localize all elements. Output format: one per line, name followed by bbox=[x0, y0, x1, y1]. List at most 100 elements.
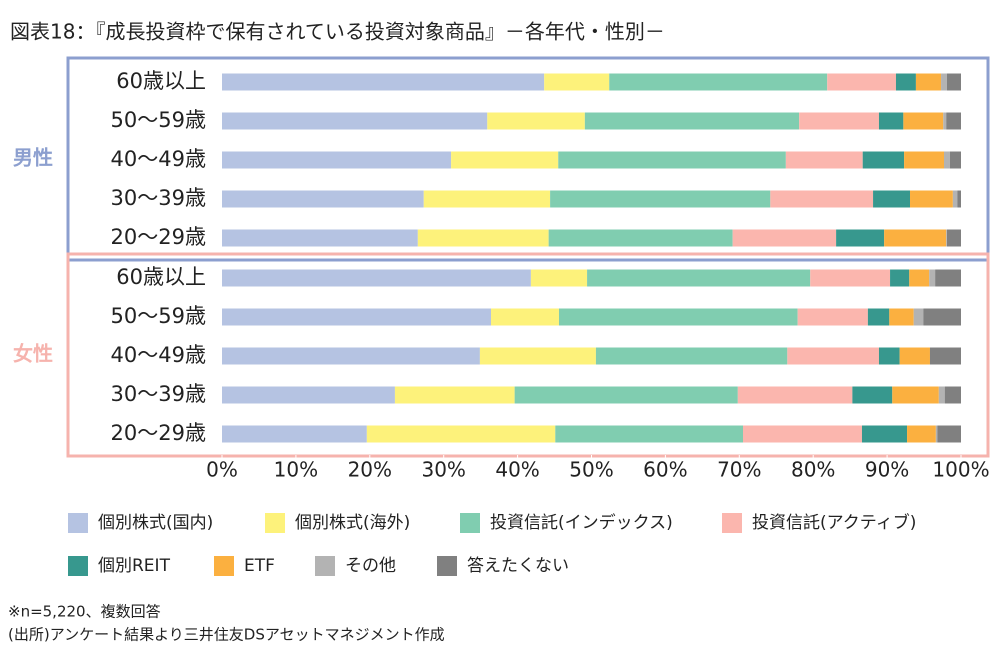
x-tick-label: 100% bbox=[932, 458, 989, 482]
bar-segment bbox=[909, 269, 930, 287]
bar-segment bbox=[852, 386, 893, 404]
legend-swatch bbox=[722, 513, 742, 533]
bar-segment bbox=[910, 190, 953, 208]
bar-segment bbox=[904, 151, 945, 169]
bar-segment bbox=[895, 73, 916, 91]
bar-segment bbox=[941, 73, 947, 91]
bar-segment bbox=[785, 151, 863, 169]
bar-segment bbox=[836, 229, 885, 247]
bar-segment bbox=[417, 229, 549, 247]
bar-segment bbox=[862, 151, 905, 169]
legend-swatch bbox=[68, 556, 88, 576]
bar-segment bbox=[913, 308, 924, 326]
bar-segment bbox=[770, 190, 874, 208]
group-box bbox=[66, 252, 990, 458]
bar-segment bbox=[943, 112, 947, 130]
bar-segment bbox=[222, 112, 488, 130]
bar-segment bbox=[878, 112, 904, 130]
bar-segment bbox=[742, 425, 862, 443]
legend-label: 個別株式(国内) bbox=[98, 513, 213, 533]
category-label: 40～49歳 bbox=[111, 343, 206, 367]
bar-segment bbox=[903, 112, 944, 130]
category-label: 30～39歳 bbox=[111, 382, 206, 406]
x-tick-label: 70% bbox=[717, 458, 761, 482]
bar-segment bbox=[944, 151, 950, 169]
category-label: 50～59歳 bbox=[111, 304, 206, 328]
legend-label: 個別REIT bbox=[98, 556, 171, 576]
x-tick-label: 40% bbox=[495, 458, 539, 482]
note: (出所)アンケート結果より三井住友DSアセットマネジメント作成 bbox=[8, 626, 445, 644]
legend-label: その他 bbox=[345, 556, 396, 576]
bar-segment bbox=[878, 347, 900, 365]
bar-segment bbox=[366, 425, 556, 443]
category-label: 50～59歳 bbox=[111, 108, 206, 132]
legend-swatch bbox=[214, 556, 234, 576]
bar-segment bbox=[944, 386, 961, 404]
bar-segment bbox=[544, 73, 610, 91]
bar-segment bbox=[890, 269, 910, 287]
bar-segment bbox=[222, 269, 531, 287]
bar-segment bbox=[555, 425, 743, 443]
bar-segment bbox=[929, 347, 961, 365]
legend-swatch bbox=[265, 513, 285, 533]
bar-segment bbox=[946, 73, 961, 91]
bar-segment bbox=[222, 308, 491, 326]
bar-segment bbox=[584, 112, 800, 130]
category-label: 20～29歳 bbox=[111, 421, 206, 445]
legend-label: 投資信託(アクティブ) bbox=[752, 512, 916, 533]
legend-swatch bbox=[460, 513, 480, 533]
bar-segment bbox=[889, 308, 914, 326]
bar-segment bbox=[884, 229, 947, 247]
bar-segment bbox=[394, 386, 515, 404]
legend-swatch bbox=[68, 513, 88, 533]
bar-segment bbox=[867, 308, 890, 326]
x-tick-label: 10% bbox=[274, 458, 318, 482]
bar-segment bbox=[799, 112, 879, 130]
bar-segment bbox=[937, 425, 961, 443]
bar-segment bbox=[915, 73, 942, 91]
x-tick-label: 90% bbox=[865, 458, 909, 482]
group-label: 女性 bbox=[13, 342, 53, 366]
bar-segment bbox=[732, 229, 837, 247]
bar-segment bbox=[946, 229, 961, 247]
bar-segment bbox=[609, 73, 828, 91]
bar-segment bbox=[222, 151, 452, 169]
bar-segment bbox=[907, 425, 936, 443]
bar-segment bbox=[222, 190, 424, 208]
bar-segment bbox=[222, 425, 367, 443]
note: ※n=5,220、複数回答 bbox=[8, 603, 161, 621]
bar-segment bbox=[548, 229, 733, 247]
bar-segment bbox=[423, 190, 551, 208]
group-label: 男性 bbox=[13, 146, 53, 170]
x-tick-label: 50% bbox=[569, 458, 613, 482]
x-tick-label: 30% bbox=[421, 458, 465, 482]
category-label: 20～29歳 bbox=[111, 225, 206, 249]
bar-segment bbox=[952, 190, 958, 208]
bar-segment bbox=[923, 308, 961, 326]
bar-segment bbox=[587, 269, 811, 287]
bar-segment bbox=[222, 347, 480, 365]
bar-segment bbox=[222, 229, 418, 247]
x-tick-label: 20% bbox=[348, 458, 392, 482]
bar-segment bbox=[946, 229, 947, 247]
bar-segment bbox=[451, 151, 559, 169]
bar-segment bbox=[935, 269, 961, 287]
bar-segment bbox=[929, 269, 936, 287]
x-tick-label: 80% bbox=[791, 458, 835, 482]
legend-label: ETF bbox=[244, 556, 275, 576]
bar-segment bbox=[899, 347, 930, 365]
legend-swatch bbox=[437, 556, 457, 576]
bar-segment bbox=[558, 308, 798, 326]
bar-segment bbox=[530, 269, 588, 287]
bar-segment bbox=[479, 347, 596, 365]
bar-segment bbox=[827, 73, 896, 91]
bar-segment bbox=[873, 190, 911, 208]
bar-segment bbox=[514, 386, 738, 404]
legend-label: 投資信託(インデックス) bbox=[490, 512, 673, 533]
x-tick-label: 60% bbox=[643, 458, 687, 482]
bar-segment bbox=[487, 112, 585, 130]
bar-segment bbox=[949, 151, 961, 169]
bar-segment bbox=[550, 190, 771, 208]
bar-segment bbox=[892, 386, 939, 404]
